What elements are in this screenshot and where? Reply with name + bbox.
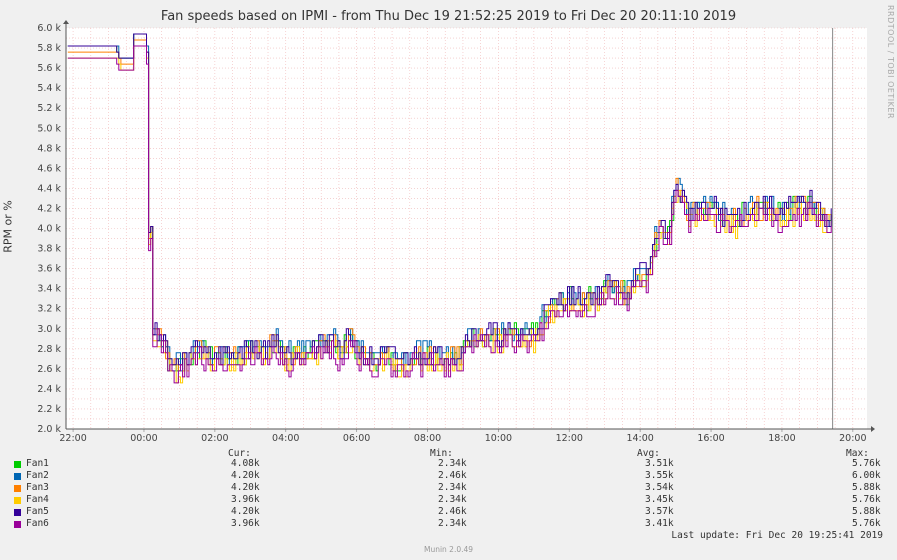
series-line-fan5 [67, 33, 832, 366]
y-tick-label: 5.8 k [37, 43, 61, 54]
legend-swatch [14, 461, 21, 468]
fan-speed-chart: 22:00 00:00 02:00 04:00 06:00 08:00 10:00 12:00… [37, 20, 875, 444]
legend-series-name: Fan4 [26, 494, 49, 505]
x-tick-label: 16:00 [697, 433, 724, 444]
legend-avg-value: 3.57k [645, 506, 674, 517]
y-tick-label: 3.4 k [37, 284, 61, 295]
y-axis-arrow [63, 20, 69, 24]
legend-avg-value: 3.54k [645, 482, 674, 493]
legend-min-value: 2.46k [438, 470, 467, 481]
legend-cur-value: 4.08k [231, 458, 260, 469]
x-axis-arrow [871, 426, 875, 432]
x-tick-label: 18:00 [768, 433, 795, 444]
x-tick-label: 14:00 [626, 433, 653, 444]
legend-avg-value: 3.45k [645, 494, 674, 505]
legend-series-name: Fan3 [26, 482, 49, 493]
legend-row: Fan1 4.08k 2.34k 3.51k 5.76k [0, 458, 897, 470]
legend-max-value: 6.00k [852, 470, 881, 481]
legend-header-cur: Cur: [228, 448, 251, 459]
x-tick-label: 08:00 [414, 433, 441, 444]
legend-max-value: 5.76k [852, 458, 881, 469]
x-tick-label: 20:00 [839, 433, 866, 444]
legend-header-max: Max: [846, 448, 869, 459]
munin-version: Munin 2.0.49 [423, 545, 474, 554]
legend-max-value: 5.88k [852, 506, 881, 517]
legend-cur-value: 3.96k [231, 518, 260, 529]
y-tick-label: 2.4 k [37, 384, 61, 395]
legend-series-name: Fan2 [26, 470, 49, 481]
legend-series-name: Fan6 [26, 518, 49, 529]
legend-series-name: Fan1 [26, 458, 49, 469]
x-tick-label: 12:00 [556, 433, 583, 444]
legend-header-min: Min: [430, 448, 453, 459]
y-tick-label: 5.6 k [37, 63, 61, 74]
y-tick-label: 4.0 k [37, 224, 61, 235]
legend-series-name: Fan5 [26, 506, 49, 517]
series-line-fan6 [67, 45, 832, 384]
x-tick-label: 10:00 [485, 433, 512, 444]
y-tick-label: 4.6 k [37, 163, 61, 174]
legend-min-value: 2.34k [438, 518, 467, 529]
legend-row: Fan3 4.20k 2.34k 3.54k 5.88k [0, 482, 897, 494]
x-tick-label: 22:00 [59, 433, 86, 444]
x-tick-label: 00:00 [130, 433, 157, 444]
legend-max-value: 5.76k [852, 518, 881, 529]
x-tick-label: 06:00 [343, 433, 370, 444]
y-tick-label: 3.6 k [37, 264, 61, 275]
y-tick-label: 3.2 k [37, 304, 61, 315]
last-update: Last update: Fri Dec 20 19:25:41 2019 [671, 530, 883, 541]
y-tick-label: 4.2 k [37, 203, 61, 214]
chart-title: Fan speeds based on IPMI - from Thu Dec … [160, 9, 737, 24]
y-tick-label: 4.8 k [37, 143, 61, 154]
y-tick-label: 6.0 k [37, 23, 61, 34]
legend-min-value: 2.34k [438, 494, 467, 505]
y-tick-label: 5.0 k [37, 123, 61, 134]
legend-row: Fan5 4.20k 2.46k 3.57k 5.88k [0, 506, 897, 518]
legend-min-value: 2.34k [438, 458, 467, 469]
legend-cur-value: 3.96k [231, 494, 260, 505]
legend-swatch [14, 497, 21, 504]
legend-cur-value: 4.20k [231, 482, 260, 493]
legend-avg-value: 3.55k [645, 470, 674, 481]
y-tick-label: 2.8 k [37, 344, 61, 355]
y-tick-label: 5.4 k [37, 83, 61, 94]
y-tick-label: 2.6 k [37, 364, 61, 375]
legend-avg-value: 3.51k [645, 458, 674, 469]
legend-max-value: 5.76k [852, 494, 881, 505]
legend-header-avg: Avg: [637, 448, 660, 459]
legend-max-value: 5.88k [852, 482, 881, 493]
legend-swatch [14, 509, 21, 516]
legend-swatch [14, 485, 21, 492]
legend-row: Fan4 3.96k 2.34k 3.45k 5.76k [0, 494, 897, 506]
legend-row: Fan6 3.96k 2.34k 3.41k 5.76k [0, 518, 897, 530]
legend-min-value: 2.46k [438, 506, 467, 517]
legend-avg-value: 3.41k [645, 518, 674, 529]
legend-swatch [14, 473, 21, 480]
legend-swatch [14, 521, 21, 528]
x-tick-label: 04:00 [272, 433, 299, 444]
y-tick-label: 4.4 k [37, 183, 61, 194]
legend-row: Fan2 4.20k 2.46k 3.55k 6.00k [0, 470, 897, 482]
y-tick-label: 3.8 k [37, 244, 61, 255]
y-tick-label: 5.2 k [37, 103, 61, 114]
y-tick-label: 2.2 k [37, 404, 61, 415]
legend-min-value: 2.34k [438, 482, 467, 493]
rrdtool-credit: RRDTOOL / TOBI OETIKER [886, 5, 895, 120]
legend-cur-value: 4.20k [231, 506, 260, 517]
legend-cur-value: 4.20k [231, 470, 260, 481]
y-tick-label: 3.0 k [37, 324, 61, 335]
x-tick-label: 02:00 [201, 433, 228, 444]
y-tick-label: 2.0 k [37, 424, 61, 435]
